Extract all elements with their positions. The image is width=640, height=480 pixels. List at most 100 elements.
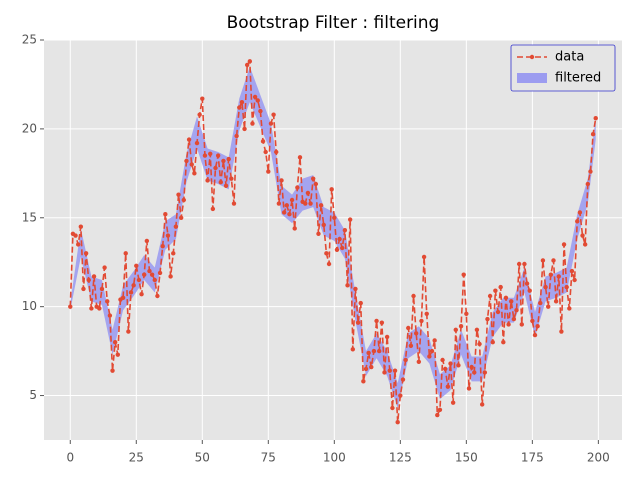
data-point [524, 281, 530, 286]
data-point [334, 247, 340, 252]
data-point [382, 370, 387, 375]
data-point [427, 354, 432, 359]
data-point [91, 274, 97, 279]
data-point [186, 137, 192, 142]
data-point [350, 347, 356, 352]
data-point [482, 370, 488, 375]
data-point [289, 197, 295, 203]
data-point [464, 311, 469, 316]
data-point [479, 402, 485, 407]
data-point [226, 156, 231, 162]
data-point [506, 322, 511, 327]
data-point [255, 98, 260, 103]
data-point [184, 158, 189, 164]
data-point [155, 293, 160, 299]
x-tick-label: 100 [323, 451, 346, 465]
data-point [567, 306, 572, 311]
data-point [369, 364, 374, 370]
data-point [157, 270, 163, 276]
data-point [456, 363, 461, 368]
data-point [292, 226, 297, 231]
data-point [342, 228, 348, 233]
data-point [284, 203, 289, 208]
data-point [509, 299, 514, 304]
x-tick-label: 75 [261, 451, 276, 465]
data-point [511, 316, 517, 322]
data-point [340, 245, 345, 251]
data-point [485, 316, 490, 322]
data-point [403, 357, 408, 363]
data-point [384, 334, 390, 340]
x-tick-label: 150 [455, 451, 478, 465]
x-tick-label: 0 [66, 451, 74, 465]
data-point [371, 348, 377, 354]
data-point [260, 139, 266, 144]
data-point [501, 340, 506, 345]
data-point [97, 306, 102, 311]
data-point [450, 400, 456, 405]
data-point [131, 283, 136, 288]
data-point [495, 309, 501, 315]
data-point [81, 286, 86, 292]
data-point [453, 327, 458, 332]
data-point [575, 219, 580, 224]
data-point [559, 329, 564, 334]
data-point [279, 178, 284, 183]
data-point [310, 176, 316, 181]
data-point [221, 158, 226, 164]
x-tick-label: 50 [195, 451, 210, 465]
data-point [543, 284, 548, 290]
y-tick-label: 25 [22, 33, 37, 47]
data-point [377, 348, 382, 354]
data-point [398, 393, 403, 398]
data-point [126, 329, 131, 334]
data-point [477, 341, 482, 347]
data-point [142, 272, 147, 277]
data-point [149, 272, 155, 277]
data-point [424, 311, 429, 316]
data-point [258, 108, 263, 114]
data-point [89, 306, 94, 311]
marks [68, 59, 598, 425]
data-point [355, 320, 361, 325]
data-point [493, 288, 498, 293]
data-point [416, 359, 422, 364]
data-point [165, 233, 171, 238]
data-point [171, 251, 176, 256]
data-point [303, 201, 308, 206]
data-point [242, 126, 247, 132]
data-point [458, 324, 464, 329]
data-point [112, 340, 118, 345]
y-tick-label: 10 [22, 299, 37, 313]
data-point [250, 121, 255, 126]
data-point [263, 149, 268, 155]
data-point [498, 284, 503, 290]
data-point [234, 133, 239, 139]
data-point [324, 251, 329, 256]
data-point [107, 313, 113, 318]
data-point [102, 265, 107, 270]
data-point [134, 263, 139, 268]
data-point [244, 62, 250, 68]
y-tick-label: 5 [29, 388, 37, 402]
data-point [435, 412, 440, 418]
x-tick-label: 175 [521, 451, 544, 465]
data-point [168, 274, 173, 279]
data-point [590, 132, 596, 137]
x-tick-label: 125 [389, 451, 412, 465]
data-point [514, 308, 519, 313]
data-point [189, 162, 194, 167]
data-point [271, 112, 276, 117]
data-point [421, 254, 427, 260]
data-point [202, 153, 208, 158]
ticks: 0 25 50 75 100 125 150 175 200 5 10 15 20 25 [22, 33, 610, 465]
data-point [218, 180, 223, 185]
data-point [532, 332, 538, 338]
data-point [75, 242, 81, 247]
data-point [487, 293, 493, 299]
data-point [588, 169, 593, 174]
data-point [78, 224, 84, 229]
data-point [105, 299, 110, 304]
data-point [173, 224, 179, 229]
x-tick-label: 200 [587, 451, 610, 465]
